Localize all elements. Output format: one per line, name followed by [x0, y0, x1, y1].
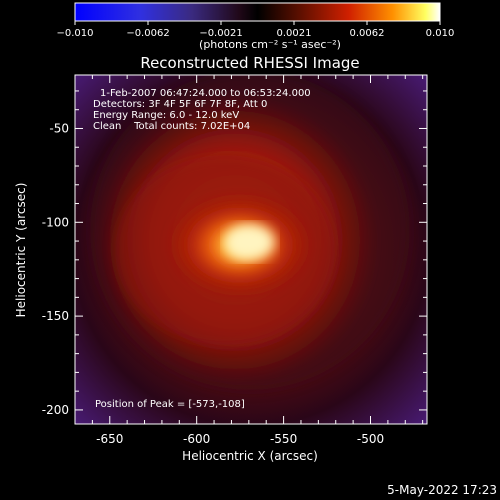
footer-date: 5-May-2022 17:23	[387, 483, 497, 497]
x-tick-label: -500	[357, 432, 384, 446]
colorbar-tick-label: 0.0021	[277, 28, 312, 39]
colorbar-tick-label: 0.010	[426, 28, 455, 39]
solar-image	[75, 75, 427, 424]
colorbar-gradient	[74, 2, 441, 22]
colorbar-tick-label: −0.0062	[126, 28, 169, 39]
detectors-label: Detectors: 3F 4F 5F 6F 7F 8F, Att 0	[93, 99, 267, 110]
y-tick-label: -200	[42, 403, 69, 417]
colorbar-units: (photons cm⁻² s⁻¹ asec⁻²)	[199, 38, 341, 51]
colorbar-tick-label: −0.0021	[199, 28, 242, 39]
colorbar-tick-label: −0.010	[56, 28, 93, 39]
x-tick-label: -650	[96, 432, 123, 446]
plot-frame	[74, 74, 428, 425]
y-tick-label: -100	[42, 215, 69, 229]
y-tick-label: -150	[42, 309, 69, 323]
peak-position-label: Position of Peak = [-573,-108]	[95, 399, 245, 410]
energy-range-label: Energy Range: 6.0 - 12.0 keV	[93, 110, 239, 121]
x-tick-label: -600	[183, 432, 210, 446]
y-tick-label: -50	[49, 121, 69, 135]
colorbar: −0.010 −0.0062 −0.0021 0.0021 0.0062 0.010 (p…	[56, 2, 455, 51]
image-title: Reconstructed RHESSI Image	[140, 54, 359, 72]
x-tick-label: -550	[270, 432, 297, 446]
clean-counts-label: Clean Total counts: 7.02E+04	[93, 121, 250, 132]
colorbar-tick-label: 0.0062	[350, 28, 385, 39]
time-range-label: 1-Feb-2007 06:47:24.000 to 06:53:24.000	[100, 88, 311, 99]
y-axis-label: Heliocentric Y (arcsec)	[14, 183, 28, 318]
x-axis-label: Heliocentric X (arcsec)	[182, 449, 318, 463]
peak-source	[225, 224, 275, 260]
